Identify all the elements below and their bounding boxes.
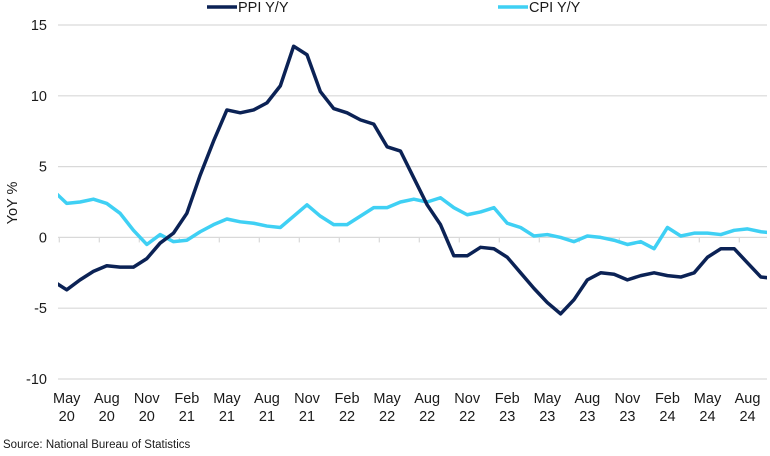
x-tick-label-month: Aug: [574, 391, 600, 407]
y-tick-label: 15: [31, 18, 47, 34]
series-lines: [58, 44, 767, 316]
x-tick-label-year: 20: [59, 409, 75, 425]
x-tick-label-year: 20: [99, 409, 115, 425]
series-line-ppi: [58, 44, 767, 316]
x-tick-label-year: 23: [619, 409, 635, 425]
x-tick-label-year: 21: [219, 409, 235, 425]
x-tick-label-month: Feb: [655, 391, 680, 407]
x-tick-label-year: 24: [699, 409, 715, 425]
x-tick-label-month: May: [53, 391, 81, 407]
x-tick-label-year: 23: [539, 409, 555, 425]
x-tick-label-year: 23: [579, 409, 595, 425]
x-tick-label-year: 24: [739, 409, 755, 425]
x-tick-label-year: 21: [179, 409, 195, 425]
x-tick-label: Aug 21: [254, 391, 280, 425]
x-tick-label-month: Feb: [495, 391, 520, 407]
x-tick-label: May 20: [53, 391, 81, 425]
x-tick-label-year: 20: [139, 409, 155, 425]
x-tick-label: Aug 23: [574, 391, 600, 425]
series-line-cpi: [58, 192, 767, 251]
x-tick-label-month: May: [213, 391, 241, 407]
x-axis-tick-labels: May 20 Aug 20 Nov 20 Feb 21 May 21 Aug 21 Nov 21 Feb 22…: [53, 391, 760, 425]
x-tick-label-month: Aug: [735, 391, 761, 407]
source-note: Source: National Bureau of Statistics: [3, 439, 191, 451]
x-tick-label: Nov 22: [454, 391, 481, 425]
gridlines: [58, 24, 767, 380]
x-tick-label: Nov 21: [294, 391, 321, 425]
legend-item-ppi: PPI Y/Y: [207, 0, 289, 16]
y-tick-label: 10: [31, 89, 47, 105]
x-tick-label: May 23: [534, 391, 562, 425]
y-tick-label: -5: [34, 301, 47, 317]
x-tick-label-month: Feb: [174, 391, 199, 407]
x-tick-label-month: Nov: [294, 391, 321, 407]
x-tick-label: Nov 20: [134, 391, 161, 425]
x-tick-label: Feb 21: [174, 391, 199, 425]
x-tick-label: Aug 24: [735, 391, 761, 425]
x-tick-label-year: 22: [339, 409, 355, 425]
legend-item-cpi: CPI Y/Y: [498, 0, 581, 16]
y-tick-label: 0: [39, 230, 47, 246]
x-tick-label: Aug 20: [94, 391, 120, 425]
x-tick-label: May 24: [694, 391, 722, 425]
x-tick-label-month: Feb: [335, 391, 360, 407]
x-tick-label-month: May: [694, 391, 722, 407]
x-tick-label-month: Aug: [414, 391, 440, 407]
x-tick-label-year: 22: [459, 409, 475, 425]
y-axis-title: YoY %: [5, 182, 21, 225]
x-tick-label-year: 22: [379, 409, 395, 425]
x-tick-label-month: May: [534, 391, 562, 407]
x-tick-label-month: Nov: [615, 391, 642, 407]
x-tick-label-month: Aug: [254, 391, 280, 407]
y-tick-label: 5: [39, 160, 47, 176]
y-tick-label: -10: [26, 372, 47, 388]
x-tick-label-year: 24: [659, 409, 675, 425]
x-tick-label-month: Aug: [94, 391, 120, 407]
x-tick-label-month: May: [373, 391, 401, 407]
y-axis-tick-labels: 15 10 5 0 -5 -10: [26, 18, 47, 388]
x-tick-label: May 21: [213, 391, 241, 425]
x-tick-label-year: 21: [259, 409, 275, 425]
x-tick-label: May 22: [373, 391, 401, 425]
x-tick-label: Nov 23: [615, 391, 642, 425]
x-tick-label-month: Nov: [454, 391, 481, 407]
legend: PPI Y/Y CPI Y/Y: [207, 0, 581, 16]
x-tick-label-year: 22: [419, 409, 435, 425]
x-tick-label-year: 21: [299, 409, 315, 425]
legend-label-ppi: PPI Y/Y: [238, 0, 289, 16]
x-tick-label-year: 23: [499, 409, 515, 425]
x-tick-label: Aug 22: [414, 391, 440, 425]
x-tick-label: Feb 22: [335, 391, 360, 425]
x-tick-label: Feb 24: [655, 391, 680, 425]
x-tick-label: Feb 23: [495, 391, 520, 425]
legend-label-cpi: CPI Y/Y: [529, 0, 581, 16]
x-tick-label-month: Nov: [134, 391, 161, 407]
